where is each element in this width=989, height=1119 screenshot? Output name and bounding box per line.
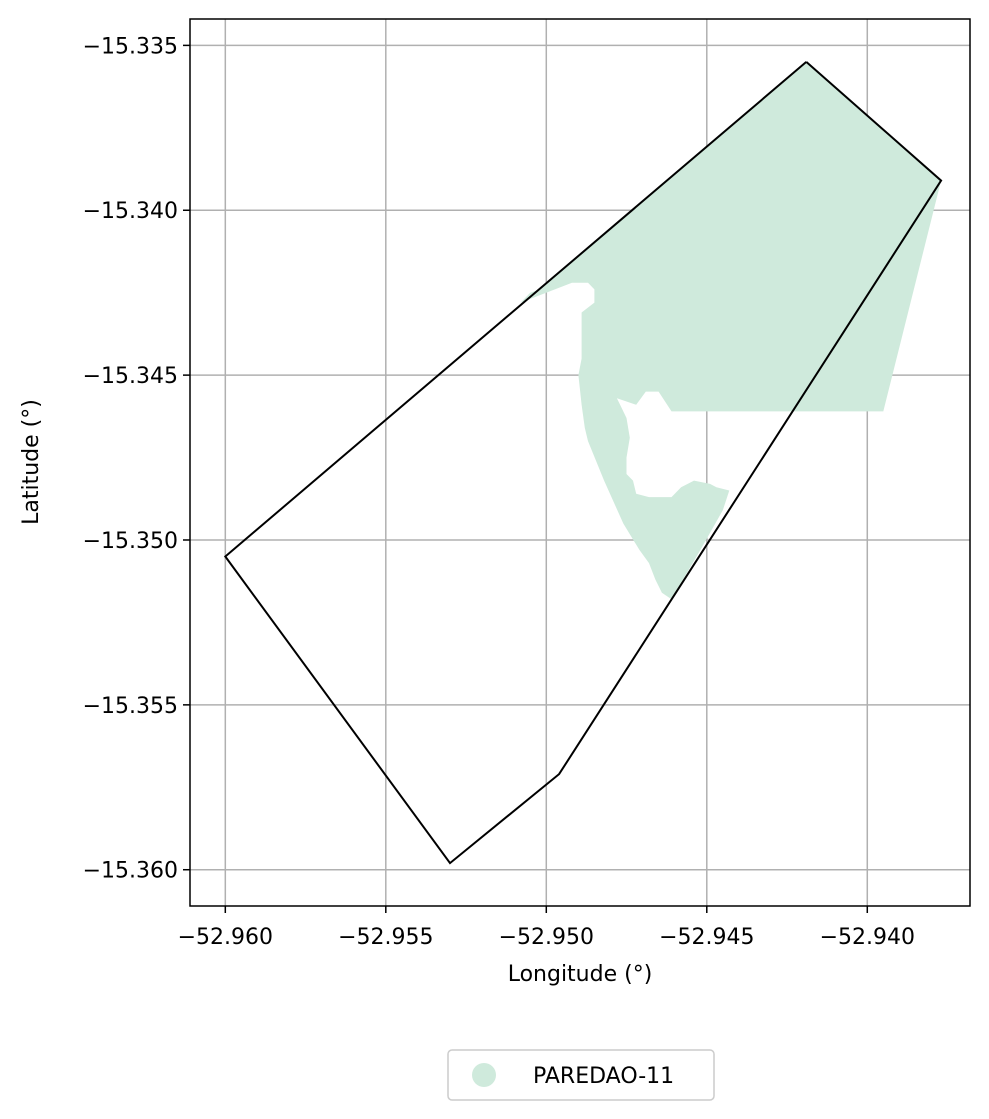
x-axis-label: Longitude (°) xyxy=(508,962,653,987)
legend-label: PAREDAO-11 xyxy=(533,1064,674,1089)
y-tick-label: −15.345 xyxy=(83,364,178,389)
x-tick-label: −52.945 xyxy=(659,925,754,950)
y-tick-label: −15.350 xyxy=(83,529,178,554)
boundary-layer xyxy=(223,61,943,865)
grid xyxy=(190,19,970,906)
area-layer xyxy=(520,61,942,600)
x-tick-label: −52.960 xyxy=(178,925,273,950)
y-tick-label: −15.355 xyxy=(83,694,178,719)
x-tick-label: −52.950 xyxy=(499,925,594,950)
y-tick-label: −15.360 xyxy=(83,859,178,884)
legend: PAREDAO-11 xyxy=(447,1049,715,1101)
y-axis-ticks: −15.335 −15.340 −15.345 −15.350 −15.355 −15.3… xyxy=(83,34,190,884)
x-tick-label: −52.940 xyxy=(820,925,915,950)
y-axis-label: Latitude (°) xyxy=(19,399,44,525)
x-tick-label: −52.955 xyxy=(338,925,433,950)
plot-frame xyxy=(189,18,971,907)
x-axis-ticks: −52.960 −52.955 −52.950 −52.945 −52.940 xyxy=(178,906,915,950)
legend-frame xyxy=(447,1049,715,1101)
legend-marker xyxy=(472,1063,496,1087)
y-tick-label: −15.340 xyxy=(83,199,178,224)
y-tick-label: −15.335 xyxy=(83,34,178,59)
paredao-11-area xyxy=(520,61,942,600)
study-boundary xyxy=(223,61,943,865)
